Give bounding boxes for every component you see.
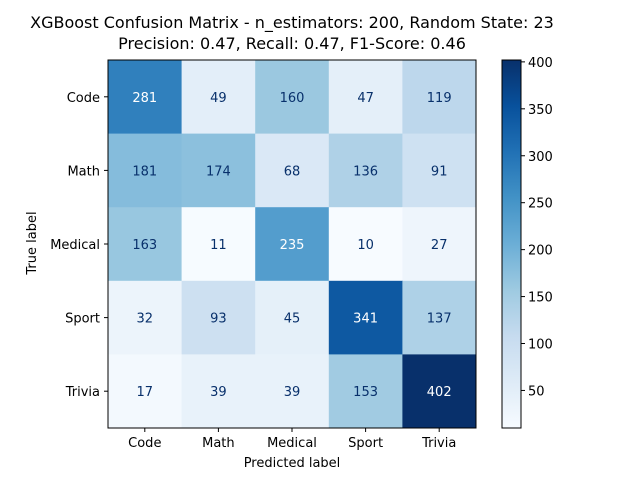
cell-value-label: 136 bbox=[353, 164, 378, 179]
heatmap-cell bbox=[108, 354, 183, 429]
colorbar-tick-label: 250 bbox=[528, 197, 553, 212]
cell-value-label: 181 bbox=[132, 164, 157, 179]
chart-title: XGBoost Confusion Matrix - n_estimators:… bbox=[30, 13, 554, 33]
x-axis-ticks: Code Math Medical Sport Trivia bbox=[128, 428, 456, 451]
heatmap-cell bbox=[108, 133, 183, 208]
heatmap-cell bbox=[181, 354, 256, 429]
cell-value-label: 47 bbox=[357, 91, 374, 106]
colorbar-tick-label: 100 bbox=[528, 338, 553, 353]
heatmap-cell bbox=[255, 60, 330, 135]
heatmap-cell bbox=[402, 133, 477, 208]
heatmap-cell bbox=[181, 60, 256, 135]
cell-value-label: 39 bbox=[284, 385, 301, 400]
heatmap-cell bbox=[328, 60, 403, 135]
y-tick-label: Code bbox=[67, 91, 100, 106]
cell-value-label: 235 bbox=[280, 238, 305, 253]
cell-value-label: 10 bbox=[357, 238, 374, 253]
heatmap-cell bbox=[181, 133, 256, 208]
colorbar-tick-label: 400 bbox=[528, 56, 553, 71]
heatmap-cell bbox=[255, 354, 330, 429]
cell-value-label: 91 bbox=[431, 164, 448, 179]
heatmap-cell bbox=[108, 207, 183, 282]
heatmap-cell bbox=[108, 60, 183, 135]
x-tick-label: Math bbox=[202, 436, 235, 451]
cell-value-label: 93 bbox=[210, 312, 227, 327]
y-tick-label: Math bbox=[67, 164, 100, 179]
cell-value-label: 49 bbox=[210, 91, 227, 106]
heatmap-cell bbox=[402, 60, 477, 135]
cell-value-label: 163 bbox=[132, 238, 157, 253]
x-tick-label: Medical bbox=[267, 436, 317, 451]
cell-value-label: 45 bbox=[284, 312, 301, 327]
y-axis-ticks: Code Math Medical Sport Trivia bbox=[50, 91, 108, 400]
cell-value-label: 153 bbox=[353, 385, 378, 400]
heatmap-cell bbox=[108, 280, 183, 355]
y-tick-label: Trivia bbox=[65, 385, 100, 400]
colorbar-tick-label: 350 bbox=[528, 103, 553, 118]
cell-value-label: 68 bbox=[284, 164, 301, 179]
heatmap-cell bbox=[328, 280, 403, 355]
x-tick-label: Trivia bbox=[421, 436, 456, 451]
cell-value-label: 281 bbox=[132, 91, 157, 106]
cell-value-label: 11 bbox=[210, 238, 227, 253]
cell-value-label: 174 bbox=[206, 164, 231, 179]
colorbar-tick-label: 200 bbox=[528, 244, 553, 259]
cell-value-label: 39 bbox=[210, 385, 227, 400]
heatmap-cells bbox=[108, 60, 477, 429]
heatmap-cell bbox=[255, 280, 330, 355]
heatmap-cell bbox=[402, 280, 477, 355]
cell-value-label: 402 bbox=[427, 385, 452, 400]
colorbar-tick-label: 150 bbox=[528, 291, 553, 306]
cell-value-label: 119 bbox=[427, 91, 452, 106]
heatmap-cell bbox=[402, 354, 477, 429]
heatmap-cell bbox=[402, 207, 477, 282]
colorbar-ticks: 50 100 150 200 250 300 350 400 bbox=[521, 56, 553, 399]
x-tick-label: Code bbox=[128, 436, 161, 451]
heatmap-cell bbox=[328, 207, 403, 282]
heatmap-cell bbox=[181, 207, 256, 282]
heatmap-cell-labels: 281 49 160 47 119 181 174 68 136 91 163 11 235 10 27 32… bbox=[132, 91, 451, 400]
heatmap-cell bbox=[255, 207, 330, 282]
heatmap-cell bbox=[181, 280, 256, 355]
heatmap-cell bbox=[328, 133, 403, 208]
heatmap-cell bbox=[328, 354, 403, 429]
chart-subtitle: Precision: 0.47, Recall: 0.47, F1-Score:… bbox=[118, 34, 466, 53]
cell-value-label: 27 bbox=[431, 238, 448, 253]
colorbar-tick-label: 50 bbox=[528, 384, 545, 399]
cell-value-label: 137 bbox=[427, 312, 452, 327]
x-tick-label: Sport bbox=[348, 436, 383, 451]
y-axis-label: True label bbox=[25, 211, 40, 275]
y-tick-label: Medical bbox=[50, 238, 100, 253]
cell-value-label: 341 bbox=[353, 312, 378, 327]
heatmap-cell bbox=[255, 133, 330, 208]
y-tick-label: Sport bbox=[65, 312, 100, 327]
cell-value-label: 32 bbox=[137, 312, 154, 327]
colorbar bbox=[501, 59, 522, 429]
cell-value-label: 17 bbox=[137, 385, 154, 400]
cell-value-label: 160 bbox=[280, 91, 305, 106]
x-axis-label: Predicted label bbox=[244, 456, 341, 471]
colorbar-tick-label: 300 bbox=[528, 150, 553, 165]
